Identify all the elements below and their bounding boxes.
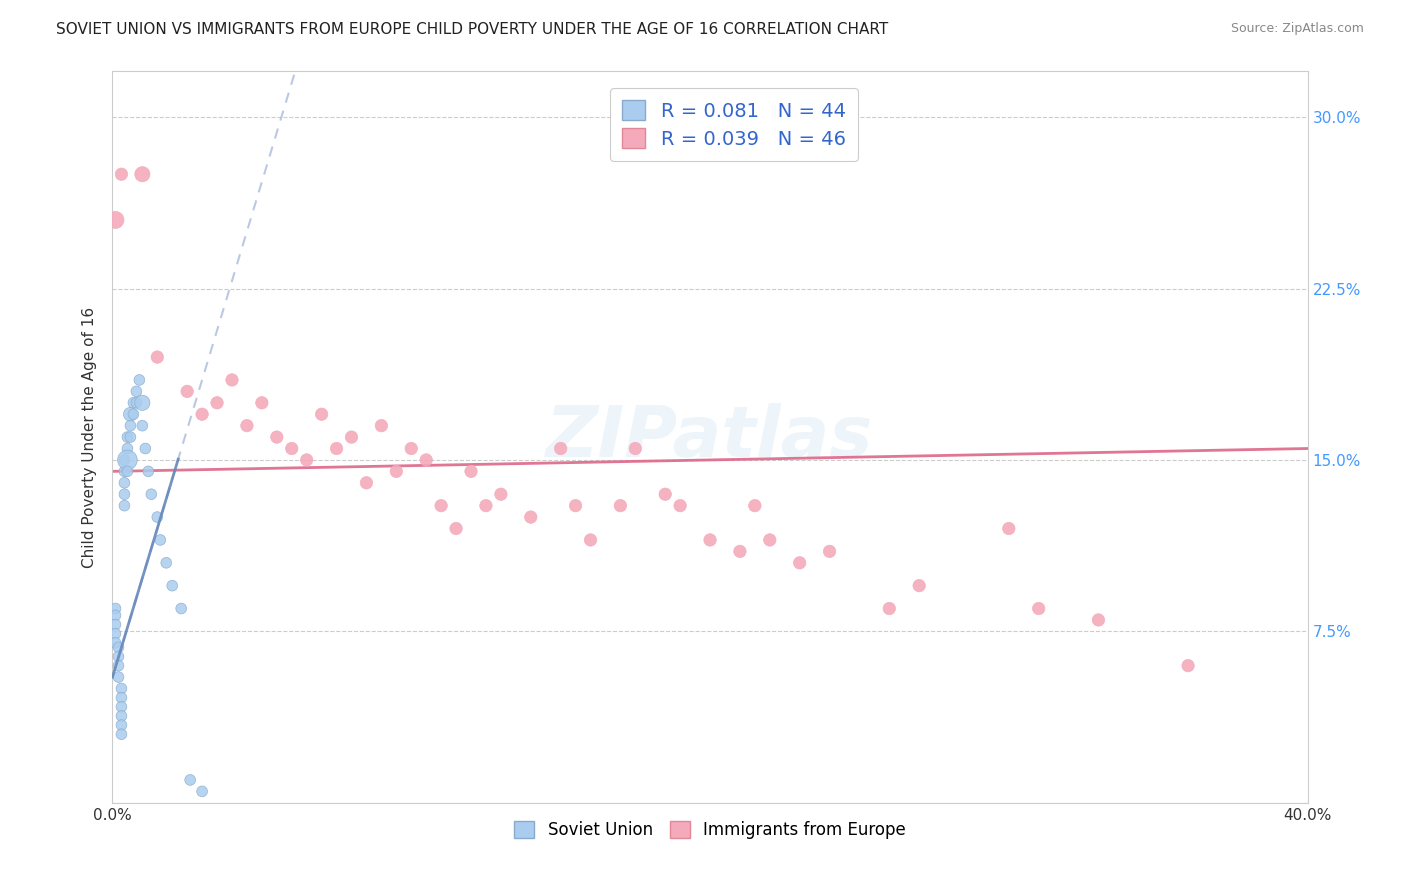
Point [114,487,135,501]
Point [104,608,127,623]
Point [908,579,931,593]
Point [114,464,135,478]
Point [759,533,782,547]
Point [460,464,482,478]
Point [430,499,453,513]
Point [162,579,183,593]
Point [1177,658,1199,673]
Point [107,658,129,673]
Point [114,453,135,467]
Point [122,396,145,410]
Point [110,727,132,741]
Point [176,384,198,399]
Point [401,442,423,456]
Point [221,373,243,387]
Point [107,649,129,664]
Point [311,407,333,421]
Point [998,521,1021,535]
Point [281,442,304,456]
Point [191,407,214,421]
Point [134,442,156,456]
Point [110,690,132,705]
Text: SOVIET UNION VS IMMIGRANTS FROM EUROPE CHILD POVERTY UNDER THE AGE OF 16 CORRELA: SOVIET UNION VS IMMIGRANTS FROM EUROPE C… [56,22,889,37]
Point [117,453,139,467]
Point [120,430,142,444]
Point [149,533,172,547]
Point [699,533,721,547]
Point [669,499,692,513]
Point [609,499,631,513]
Point [356,475,378,490]
Point [110,718,132,732]
Point [114,499,135,513]
Point [117,464,139,478]
Text: Source: ZipAtlas.com: Source: ZipAtlas.com [1230,22,1364,36]
Point [128,373,150,387]
Point [110,709,132,723]
Point [550,442,572,456]
Point [475,499,498,513]
Point [104,636,127,650]
Point [138,464,160,478]
Point [520,510,543,524]
Point [146,350,169,364]
Point [250,396,273,410]
Point [1087,613,1109,627]
Point [654,487,676,501]
Point [370,418,392,433]
Text: ZIPatlas: ZIPatlas [547,402,873,472]
Point [385,464,408,478]
Point [104,213,127,227]
Point [170,601,193,615]
Point [107,670,129,684]
Point [266,430,288,444]
Legend: Soviet Union, Immigrants from Europe: Soviet Union, Immigrants from Europe [508,814,912,846]
Point [125,384,148,399]
Point [205,396,228,410]
Point [340,430,363,444]
Point [236,418,259,433]
Point [141,487,163,501]
Point [579,533,602,547]
Point [564,499,586,513]
Point [191,784,214,798]
Point [415,453,437,467]
Point [295,453,318,467]
Point [879,601,901,615]
Point [146,510,169,524]
Point [120,418,142,433]
Point [131,167,153,181]
Point [122,407,145,421]
Point [789,556,811,570]
Point [744,499,766,513]
Point [110,167,132,181]
Point [107,640,129,655]
Point [104,617,127,632]
Point [104,601,127,615]
Point [818,544,841,558]
Point [444,521,467,535]
Point [104,626,127,640]
Point [155,556,177,570]
Point [131,396,153,410]
Point [131,418,153,433]
Point [179,772,201,787]
Point [1028,601,1050,615]
Point [117,442,139,456]
Point [110,681,132,696]
Point [110,699,132,714]
Point [117,430,139,444]
Point [624,442,647,456]
Point [728,544,751,558]
Point [489,487,512,501]
Y-axis label: Child Poverty Under the Age of 16: Child Poverty Under the Age of 16 [82,307,97,567]
Point [125,396,148,410]
Point [325,442,347,456]
Point [114,475,135,490]
Point [120,407,142,421]
